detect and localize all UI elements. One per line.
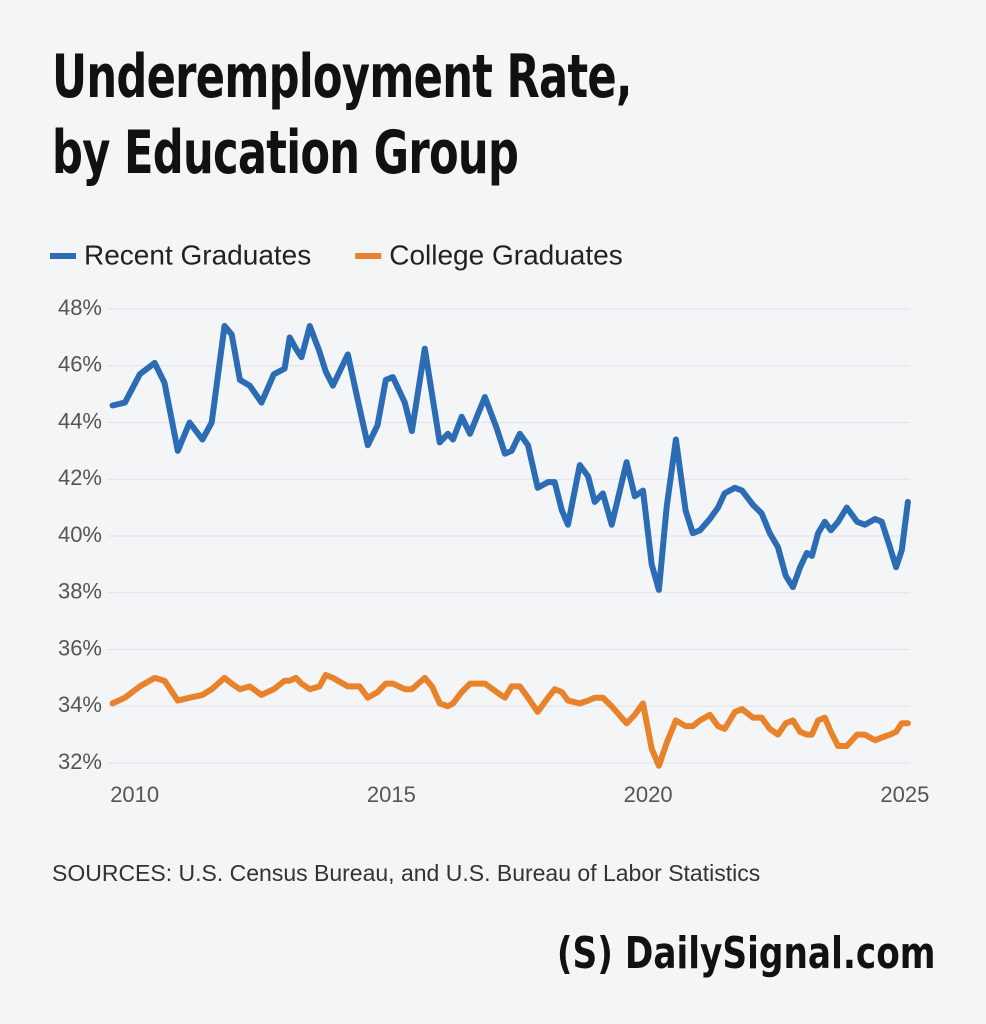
- y-tick-label: 32%: [58, 749, 102, 774]
- chart-title: Underemployment Rate,: [52, 42, 632, 112]
- y-tick-label: 38%: [58, 579, 102, 604]
- y-tick-label: 48%: [58, 295, 102, 320]
- x-tick-label: 2020: [624, 782, 673, 807]
- y-tick-label: 44%: [58, 408, 102, 433]
- x-tick-label: 2010: [110, 782, 159, 807]
- x-tick-label: 2025: [880, 782, 929, 807]
- y-tick-label: 40%: [58, 522, 102, 547]
- x-tick-label: 2015: [367, 782, 416, 807]
- y-tick-label: 42%: [58, 465, 102, 490]
- legend-label: College Graduates: [389, 239, 622, 270]
- y-tick-label: 46%: [58, 352, 102, 377]
- series-line: [109, 323, 911, 593]
- source-note: SOURCES: U.S. Census Bureau, and U.S. Bu…: [52, 860, 761, 886]
- brand-name: DailySignal.com: [625, 928, 936, 979]
- brand-mark: (S): [557, 928, 614, 979]
- y-tick-label: 36%: [58, 635, 102, 660]
- legend-label: Recent Graduates: [84, 239, 311, 270]
- brand: (S) DailySignal.com: [557, 928, 936, 979]
- series-line: [109, 672, 911, 769]
- chart-title: by Education Group: [52, 118, 519, 188]
- y-tick-label: 34%: [58, 692, 102, 717]
